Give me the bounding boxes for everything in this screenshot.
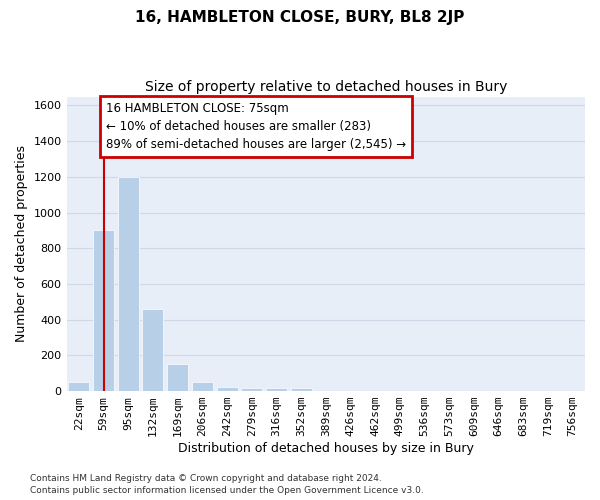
Bar (241, 388, 262, 391)
Bar (68, 382, 89, 391)
Bar (93, 230, 114, 391)
X-axis label: Distribution of detached houses by size in Bury: Distribution of detached houses by size … (178, 442, 474, 455)
Text: Contains HM Land Registry data © Crown copyright and database right 2024.
Contai: Contains HM Land Registry data © Crown c… (30, 474, 424, 495)
Title: Size of property relative to detached houses in Bury: Size of property relative to detached ho… (145, 80, 507, 94)
Text: 16 HAMBLETON CLOSE: 75sqm
← 10% of detached houses are smaller (283)
89% of semi: 16 HAMBLETON CLOSE: 75sqm ← 10% of detac… (106, 102, 406, 151)
Bar (217, 386, 238, 391)
Bar (118, 177, 139, 391)
Bar (167, 364, 188, 391)
Bar (142, 309, 163, 391)
Y-axis label: Number of detached properties: Number of detached properties (15, 146, 28, 342)
Text: 16, HAMBLETON CLOSE, BURY, BL8 2JP: 16, HAMBLETON CLOSE, BURY, BL8 2JP (136, 10, 464, 25)
Bar (266, 388, 287, 391)
Bar (192, 382, 213, 391)
Bar (290, 388, 311, 391)
